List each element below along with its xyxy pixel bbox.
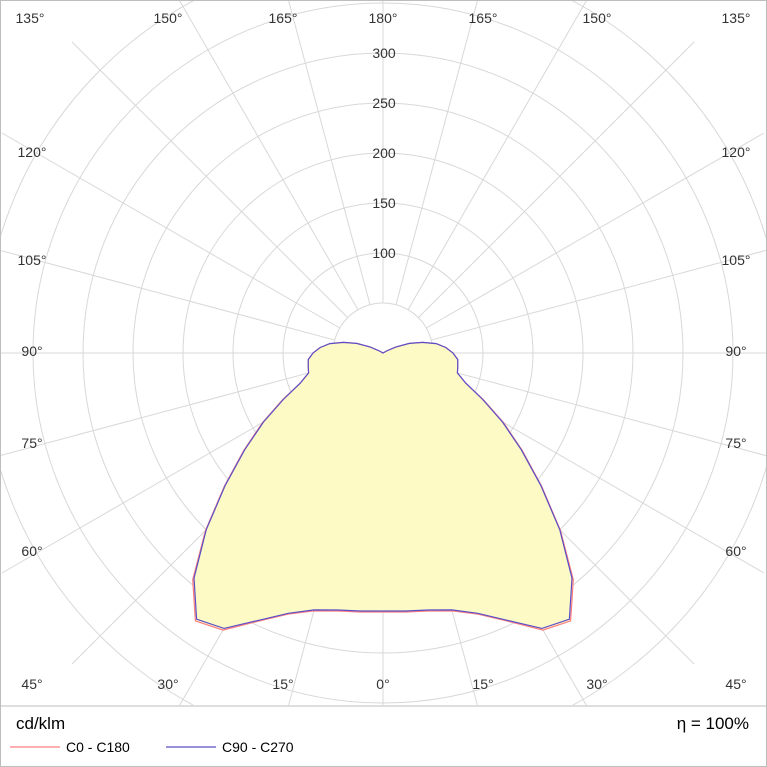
grid-spoke xyxy=(431,249,766,341)
grid-spoke xyxy=(407,1,587,310)
radial-tick-label: 100 xyxy=(372,245,396,261)
angle-label-top: 165° xyxy=(469,10,498,26)
angle-label-right: 45° xyxy=(725,676,746,692)
angle-label-top: 135° xyxy=(722,10,751,26)
efficiency-label: η = 100% xyxy=(677,714,749,733)
angle-label-top: 135° xyxy=(16,10,45,26)
angle-label-bottom: 30° xyxy=(586,676,607,692)
angle-label-right: 75° xyxy=(725,435,746,451)
angle-label-right: 90° xyxy=(725,343,746,359)
angle-label-left: 105° xyxy=(18,252,47,268)
intensity-curves xyxy=(192,341,574,631)
grid-spoke xyxy=(426,132,765,329)
angle-labels: 135° 150° 165° 180° 165° 150° 135° 120° 105° 90° 7… xyxy=(16,10,751,692)
grid-spoke xyxy=(431,365,766,457)
angle-label-bottom: 0° xyxy=(376,676,389,692)
grid-spoke xyxy=(1,365,335,456)
angle-label-top: 165° xyxy=(269,10,298,26)
radial-tick-label: 200 xyxy=(372,145,396,161)
curve-c90-c270 xyxy=(193,341,573,630)
angle-label-bottom: 15° xyxy=(472,676,493,692)
angle-label-left: 60° xyxy=(21,543,42,559)
angle-label-bottom: 15° xyxy=(272,676,293,692)
radial-tick-label: 250 xyxy=(372,95,396,111)
grid-spoke xyxy=(288,1,371,305)
radial-tick-label: 150 xyxy=(372,195,396,211)
grid-spoke xyxy=(1,250,335,341)
legend: C0 - C180 C90 - C270 xyxy=(10,739,294,755)
grid-spoke xyxy=(418,41,695,318)
angle-label-left: 120° xyxy=(18,144,47,160)
grid-spoke xyxy=(179,1,359,310)
legend-label-c0-c180: C0 - C180 xyxy=(66,739,130,755)
grid-spoke xyxy=(395,1,478,305)
angle-label-bottom: 30° xyxy=(157,676,178,692)
angle-label-top: 150° xyxy=(154,10,183,26)
unit-label: cd/klm xyxy=(16,714,65,733)
angle-label-left: 45° xyxy=(21,676,42,692)
angle-label-right: 120° xyxy=(722,144,751,160)
grid-spoke xyxy=(1,132,340,329)
angle-label-top: 150° xyxy=(583,10,612,26)
radial-tick-labels: 100 150 200 250 300 xyxy=(372,45,396,261)
legend-label-c90-c270: C90 - C270 xyxy=(222,739,294,755)
radial-tick-label: 300 xyxy=(372,45,396,61)
grid-spoke xyxy=(71,41,348,318)
angle-label-top: 180° xyxy=(369,10,398,26)
angle-label-left: 75° xyxy=(21,435,42,451)
intensity-fill xyxy=(192,342,574,631)
angle-label-right: 60° xyxy=(725,543,746,559)
angle-label-right: 105° xyxy=(722,252,751,268)
angle-label-left: 90° xyxy=(21,343,42,359)
